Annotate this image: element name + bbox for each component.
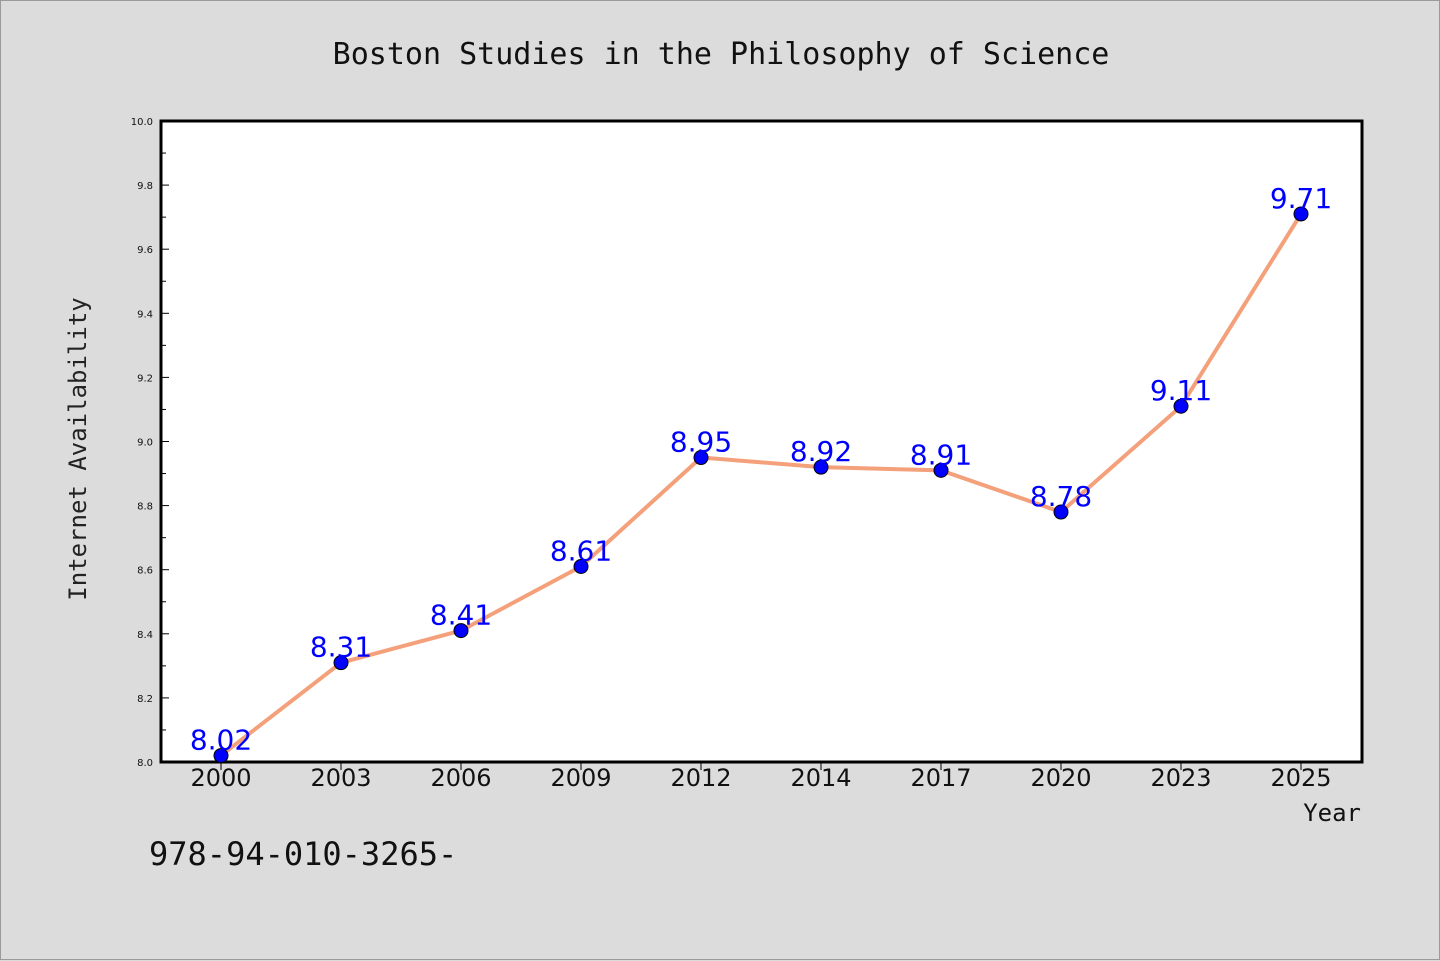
x-tick-label: 2020 [1030, 764, 1091, 792]
y-tick-label: 8.6 [137, 566, 153, 577]
series-line [219, 212, 1303, 758]
x-axis-label: Year [1303, 799, 1361, 827]
x-tick-label: 2012 [670, 764, 731, 792]
footer-text: 978-94-010-3265- [149, 835, 457, 873]
x-tick-label: 2017 [910, 764, 971, 792]
plot-area [159, 119, 1364, 764]
data-point-marker [1173, 398, 1189, 414]
x-tick-label: 2023 [1150, 764, 1211, 792]
y-tick-label: 9.6 [137, 245, 153, 256]
data-label: 8.92 [790, 435, 852, 468]
y-tick-label: 8.4 [137, 630, 153, 641]
data-point-marker [933, 462, 949, 478]
y-tick-label: 8.2 [137, 694, 153, 705]
x-axis: 2000 2003 2006 2009 2012 2014 2017 2020 2023 2025 [190, 762, 1332, 792]
data-label: 8.31 [310, 631, 372, 664]
y-tick-label: 8.0 [137, 758, 153, 769]
x-tick-label: 2006 [430, 764, 491, 792]
data-point-marker [1293, 206, 1309, 222]
y-tick-label: 8.8 [137, 502, 153, 513]
x-tick-label: 2009 [550, 764, 611, 792]
data-label: 8.61 [550, 534, 612, 567]
data-point-marker [813, 459, 829, 475]
x-tick-label: 2025 [1270, 764, 1331, 792]
data-label: 8.95 [670, 426, 732, 459]
y-axis: 8.0 8.2 8.4 8.6 8.8 9.0 9.2 9.4 9.6 9.8 10.0 [131, 117, 169, 769]
data-label: 8.41 [430, 599, 492, 632]
x-tick-label: 2000 [190, 764, 251, 792]
data-point-marker [573, 558, 589, 574]
x-tick-label: 2003 [310, 764, 371, 792]
data-label: 9.11 [1150, 374, 1212, 407]
x-tick-label: 2014 [790, 764, 851, 792]
y-tick-label: 9.8 [137, 181, 153, 192]
y-tick-label: 10.0 [131, 117, 153, 128]
data-point-marker [1053, 504, 1069, 520]
y-tick-label: 9.0 [137, 438, 153, 449]
data-point-marker [213, 748, 229, 764]
y-tick-label: 9.2 [137, 373, 153, 384]
y-tick-label: 9.4 [137, 309, 153, 320]
data-point-marker [453, 623, 469, 639]
data-label: 8.78 [1030, 480, 1092, 513]
data-label: 9.71 [1270, 182, 1332, 215]
data-point-marker [693, 450, 709, 466]
data-label: 8.02 [190, 724, 252, 757]
data-label: 8.91 [910, 438, 972, 471]
y-axis-label: Internet Availability [64, 297, 92, 600]
series-group [213, 206, 1309, 764]
data-point-marker [333, 655, 349, 671]
chart-title: Boston Studies in the Philosophy of Scie… [333, 37, 1110, 72]
data-labels: 8.02 8.31 8.41 8.61 8.95 8.92 8.91 8.78 9.11 9.71 [190, 182, 1332, 757]
